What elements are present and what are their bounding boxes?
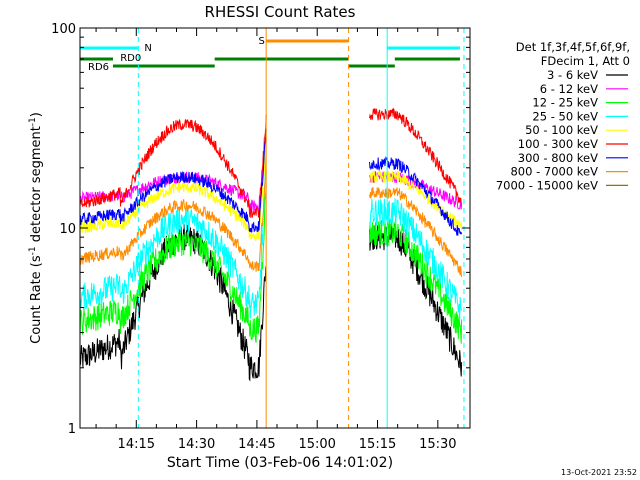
- x-tick-label: 14:30: [178, 437, 215, 452]
- y-tick-label: 100: [51, 22, 76, 37]
- y-axis-label-main: Count Rate (s: [29, 255, 44, 344]
- legend-label: 25 - 50 keV: [532, 109, 598, 123]
- legend-header-1: Det 1f,3f,4f,5f,6f,9f,: [516, 40, 630, 54]
- legend-label: 7000 - 15000 keV: [496, 178, 598, 192]
- attenuator-flags: N S RD0 RD6: [80, 36, 460, 73]
- flag-label-n: N: [144, 43, 151, 54]
- y-tick-label: 10: [59, 222, 76, 237]
- chart-title: RHESSI Count Rates: [205, 3, 356, 21]
- legend-header-2: FDecim 1, Att 0: [541, 54, 630, 68]
- y-axis-label-sup2: -1: [28, 117, 38, 126]
- y-axis-label: Count Rate (s-1 detector segment-1): [28, 112, 44, 344]
- y-axis-label-end: ): [29, 112, 44, 117]
- series-line-25-50-kev: [79, 154, 463, 321]
- series-layer: [79, 107, 463, 382]
- legend-label: 12 - 25 keV: [532, 96, 598, 110]
- flag-label-s: S: [259, 36, 265, 47]
- x-tick-label: 15:30: [419, 437, 456, 452]
- legend-label: 300 - 800 keV: [518, 151, 598, 165]
- legend-label: 800 - 7000 keV: [510, 165, 598, 179]
- legend-label: 6 - 12 keV: [540, 82, 598, 96]
- legend-label: 50 - 100 keV: [525, 123, 598, 137]
- y-tick-label: 1: [68, 422, 76, 437]
- series-line-300-800-kev: [79, 128, 463, 236]
- legend-label: 100 - 300 keV: [518, 137, 598, 151]
- x-axis-label: Start Time (03-Feb-06 14:01:02): [167, 455, 393, 471]
- flag-label-rd0: RD0: [120, 53, 141, 64]
- timestamp: 13-Oct-2021 23:52: [561, 468, 637, 477]
- x-tick-label: 14:15: [118, 437, 155, 452]
- legend: Det 1f,3f,4f,5f,6f,9f, FDecim 1, Att 0 3…: [496, 40, 630, 192]
- flag-label-rd6: RD6: [88, 62, 109, 73]
- y-axis-label-sup1: -1: [28, 246, 38, 255]
- x-tick-label: 15:00: [298, 437, 335, 452]
- axes: 1 10 100 14:15 14:30 14:45 15:00 15:15 15:30: [51, 22, 470, 452]
- x-tick-label: 15:15: [359, 437, 396, 452]
- series-line-100-300-kev: [79, 107, 463, 218]
- legend-label: 3 - 6 keV: [547, 68, 598, 82]
- series-line-800-7000-kev: [79, 170, 463, 278]
- x-tick-label: 14:45: [238, 437, 275, 452]
- y-axis-label-mid: detector segment: [29, 126, 44, 246]
